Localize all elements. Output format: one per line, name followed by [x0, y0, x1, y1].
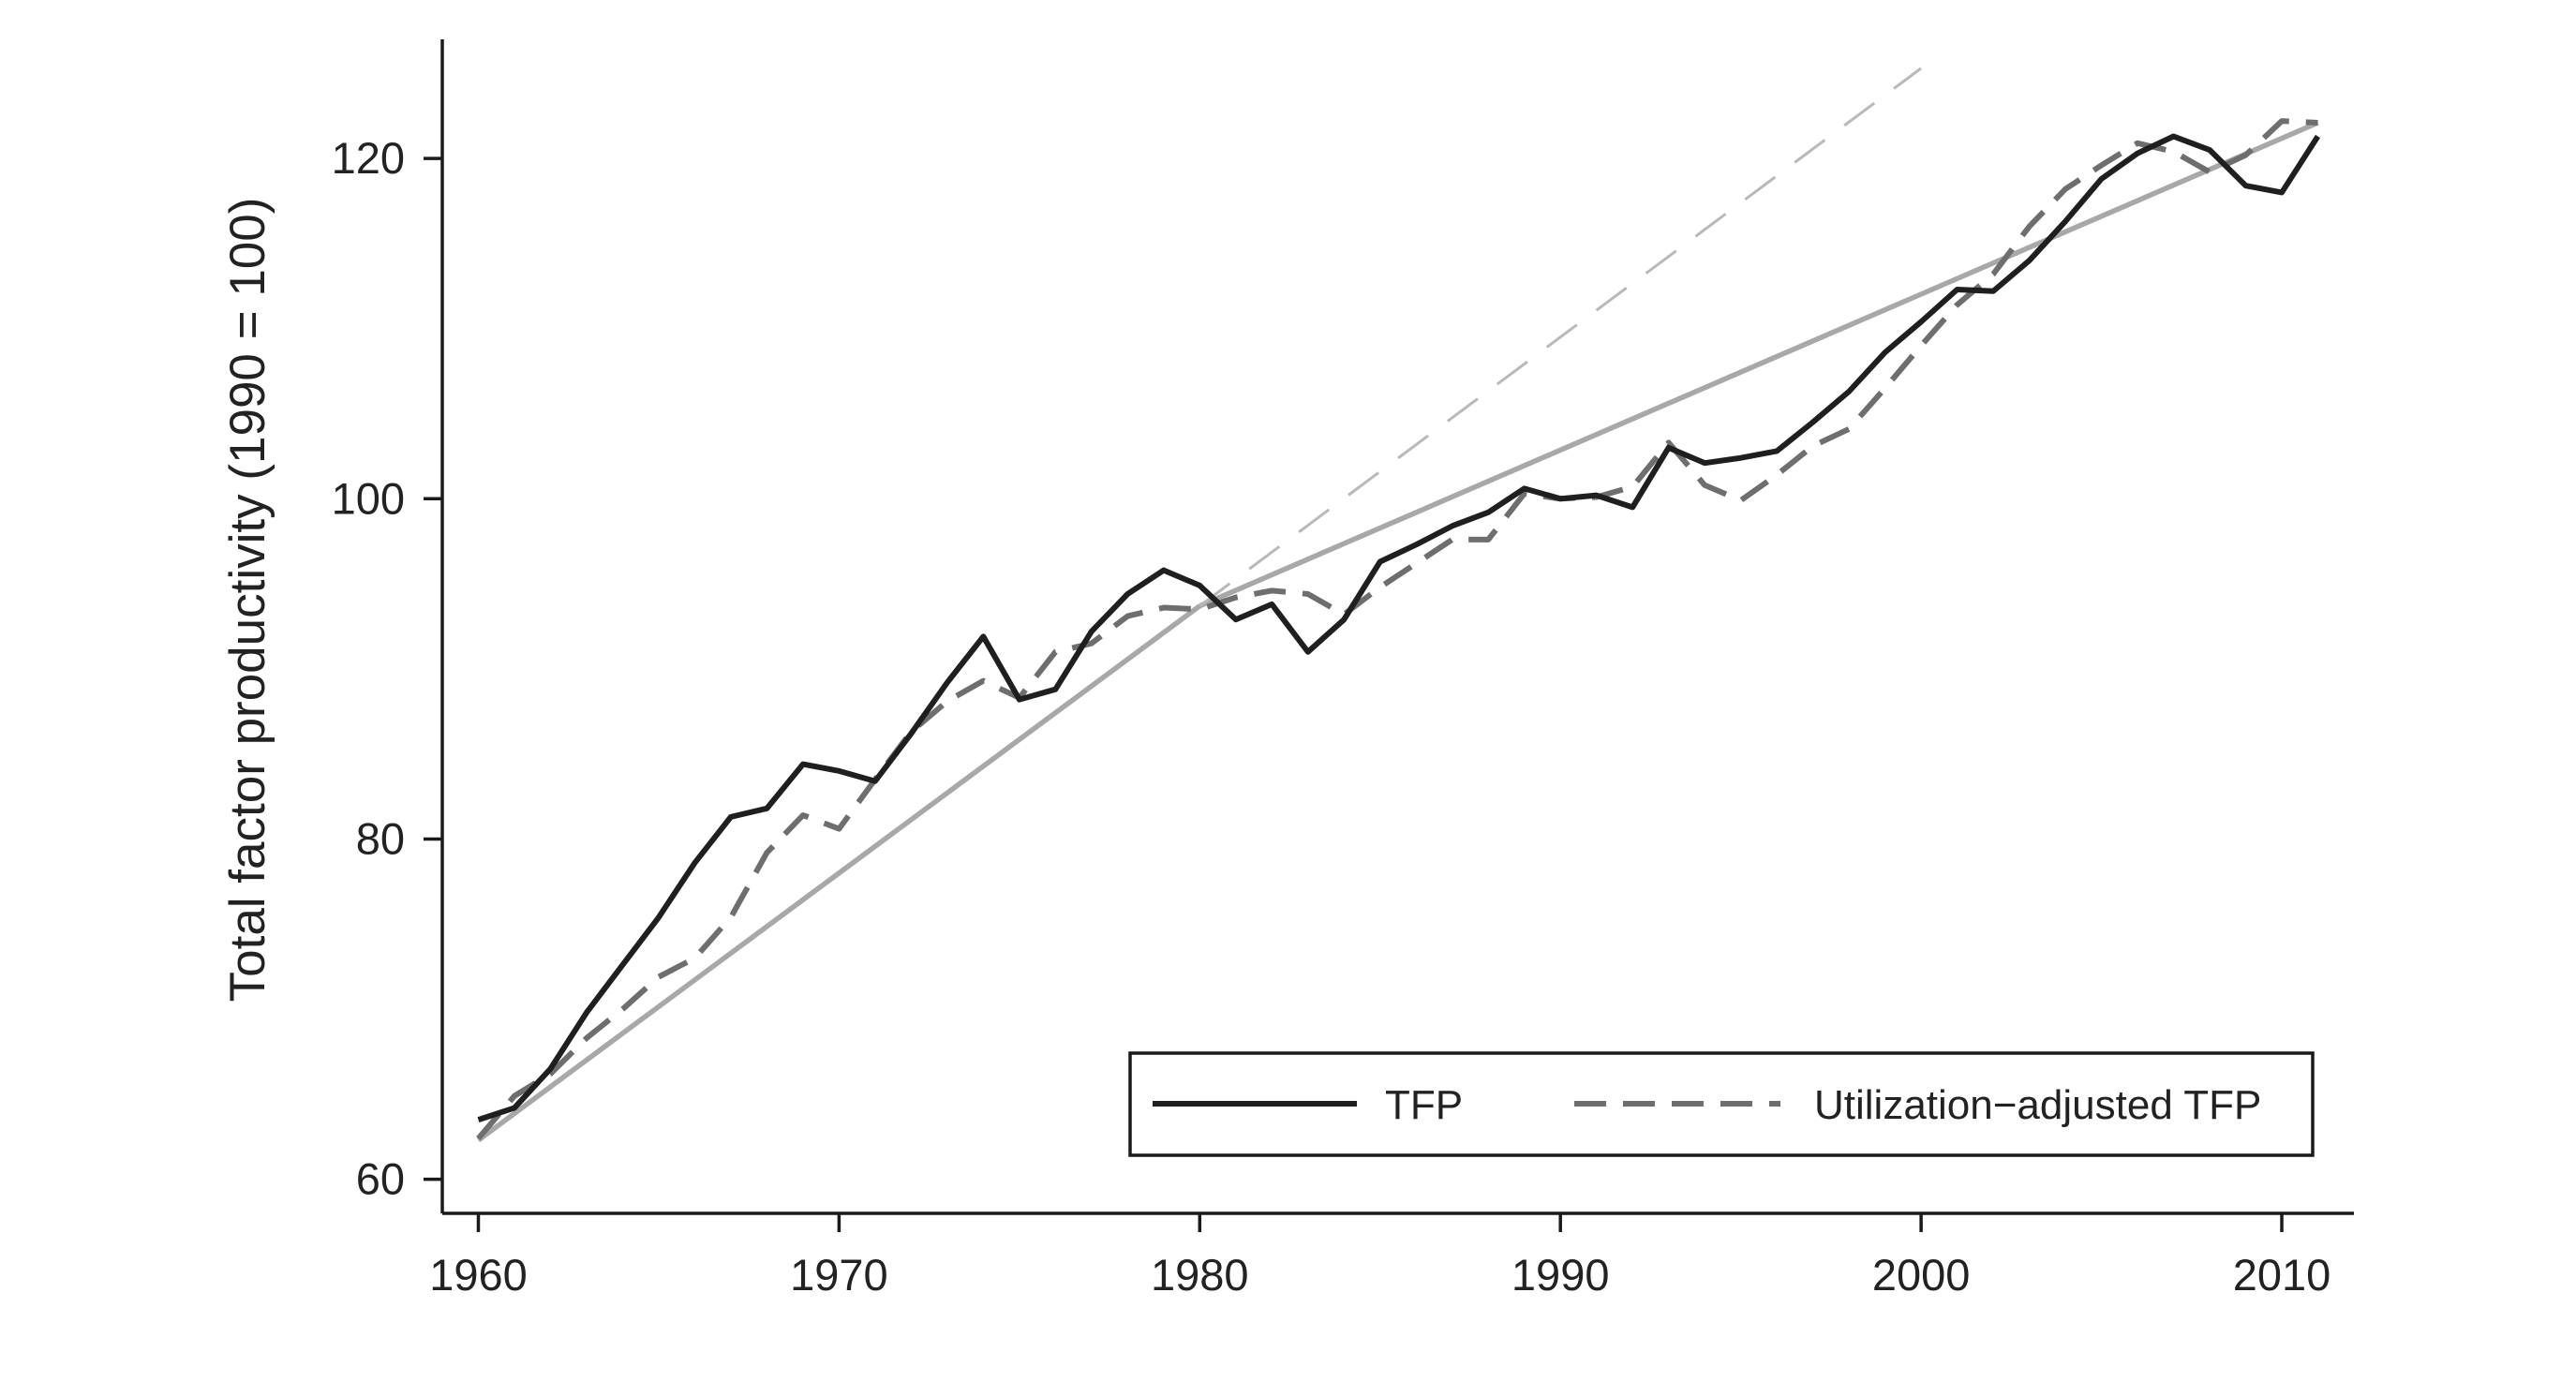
legend-label-tfp: TFP: [1385, 1082, 1463, 1128]
series-line-tfp: [477, 133, 2321, 1122]
x-tick-label: 1990: [1511, 1250, 1610, 1300]
trend-extrapolation-line: [1199, 67, 1923, 607]
x-tick-label: 1970: [790, 1250, 888, 1300]
y-tick-label: 80: [356, 813, 405, 863]
data-series: [476, 118, 2321, 1141]
x-tick-label: 2000: [1872, 1250, 1971, 1300]
y-axis-label: Total factor productivity (1990 = 100): [220, 198, 275, 1003]
y-tick-label: 120: [332, 133, 405, 183]
trend-line-2: [1199, 120, 2319, 609]
x-tick-label: 1960: [429, 1250, 528, 1300]
trend-lines: [476, 67, 2319, 1143]
x-tick-label: 1980: [1151, 1250, 1249, 1300]
legend: TFP Utilization−adjusted TFP: [1128, 1051, 2315, 1157]
series-line-utilization-adjusted-tfp: [476, 118, 2318, 1141]
y-tick-label: 60: [356, 1154, 405, 1204]
trend-line-1: [476, 603, 1201, 1143]
axes: 1960 1970 1980 1990 2000 2010 60 80 100 120: [332, 39, 2354, 1300]
legend-label-utilization-adjusted-tfp: Utilization−adjusted TFP: [1814, 1082, 2261, 1128]
x-tick-label: 2010: [2233, 1250, 2331, 1300]
y-tick-label: 100: [332, 473, 405, 523]
